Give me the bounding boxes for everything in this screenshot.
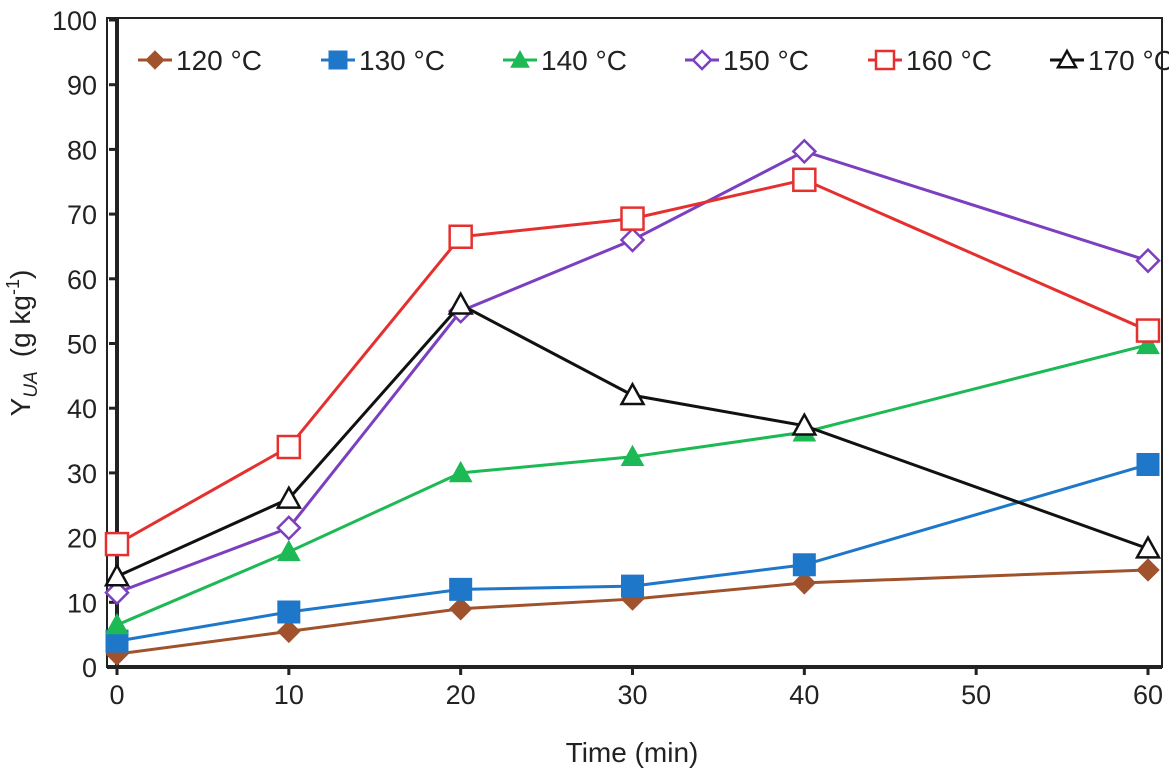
data-point-square-filled — [1136, 452, 1160, 476]
x-tick-label: 30 — [617, 680, 647, 710]
y-tick-label: 30 — [67, 459, 97, 489]
series-160 — [104, 167, 1161, 557]
legend-label: 160 °C — [906, 45, 992, 76]
data-point-diamond-filled — [792, 571, 817, 595]
y-tick-label: 0 — [82, 653, 97, 683]
plot-frame — [106, 17, 1163, 668]
x-tick-label: 10 — [274, 680, 304, 710]
y-label-main: Y — [5, 397, 36, 416]
data-point-triangle-open — [275, 485, 302, 509]
series-group — [103, 138, 1162, 666]
data-point-square-filled — [277, 600, 301, 624]
data-point-triangle-filled — [448, 460, 473, 483]
data-point-square-open — [104, 531, 130, 557]
x-tick-label: 60 — [1133, 680, 1163, 710]
data-point-triangle-filled — [276, 539, 301, 562]
y-tick-label: 20 — [67, 524, 97, 554]
series-140 — [105, 332, 1160, 635]
data-point-diamond-filled — [448, 597, 473, 621]
legend-item: 140 °C — [503, 45, 627, 76]
data-point-triangle-filled — [105, 612, 129, 635]
y-tick-label: 10 — [67, 588, 97, 618]
x-tick-label: 20 — [446, 680, 476, 710]
data-point-triangle-open — [1055, 48, 1079, 69]
data-point-diamond-open — [1135, 247, 1161, 274]
axes: 0 10 20 30 40 50 60 0 10 20 30 40 50 60 70 80 90 100 — [52, 6, 1163, 710]
legend-item: 170 °C — [1050, 45, 1169, 76]
series-line — [116, 568, 1149, 656]
x-tick-label: 0 — [109, 680, 124, 710]
series-line — [116, 343, 1149, 627]
data-point-diamond-open — [276, 515, 302, 541]
data-point-square-open — [276, 434, 302, 460]
y-tick-label: 100 — [52, 6, 97, 36]
data-point-diamond-filled — [277, 619, 301, 644]
data-point-square-filled — [621, 574, 644, 598]
legend-label: 150 °C — [723, 45, 809, 76]
data-point-square-filled — [328, 50, 348, 70]
data-point-triangle-filled — [510, 49, 530, 68]
data-point-square-open — [448, 224, 473, 249]
legend-item: 150 °C — [685, 45, 809, 76]
legend: 120 °C 130 °C 140 °C 150 °C 160 °C 170 °C — [138, 45, 1169, 76]
legend-label: 130 °C — [359, 45, 445, 76]
y-axis-label: YUA (g kg-1) — [3, 270, 42, 417]
data-point-diamond-open — [791, 138, 818, 165]
data-point-triangle-open — [791, 412, 818, 436]
data-point-diamond-open — [691, 49, 713, 71]
y-label-sub: UA — [21, 371, 42, 397]
y-tick-label: 90 — [67, 71, 97, 101]
y-label-close: ) — [5, 270, 36, 279]
y-tick-label: 40 — [67, 394, 97, 424]
y-label-sup: -1 — [3, 279, 23, 295]
data-point-square-filled — [449, 577, 473, 601]
series-line — [116, 302, 1149, 578]
series-line — [116, 149, 1149, 594]
legend-item: 130 °C — [321, 45, 445, 76]
data-point-triangle-filled — [620, 444, 645, 467]
data-point-triangle-filled — [1136, 332, 1160, 355]
legend-label: 120 °C — [176, 45, 262, 76]
x-tick-label: 40 — [789, 680, 819, 710]
data-point-triangle-open — [619, 381, 646, 406]
series-line — [116, 463, 1149, 643]
y-label-unit: (g kg — [5, 295, 36, 357]
y-tick-label: 80 — [67, 135, 97, 165]
legend-label: 170 °C — [1088, 45, 1169, 76]
series-170 — [103, 291, 1162, 587]
data-point-diamond-open — [619, 227, 646, 253]
y-tick-label: 50 — [67, 330, 97, 360]
legend-label: 140 °C — [541, 45, 627, 76]
data-point-diamond-filled — [1136, 558, 1160, 582]
data-point-square-open — [1135, 318, 1161, 343]
legend-item: 120 °C — [138, 45, 262, 76]
y-tick-label: 70 — [67, 200, 97, 230]
data-point-square-open — [792, 167, 817, 193]
data-point-square-open — [620, 206, 645, 231]
data-point-triangle-open — [103, 562, 131, 587]
data-point-triangle-open — [1134, 535, 1162, 559]
x-axis-label: Time (min) — [566, 737, 699, 768]
data-point-triangle-open — [447, 291, 474, 315]
data-point-diamond-open — [104, 579, 130, 606]
x-tick-label: 50 — [961, 680, 991, 710]
data-point-square-filled — [792, 553, 816, 577]
series-line — [116, 178, 1149, 546]
data-point-diamond-filled — [145, 50, 165, 70]
y-tick-label: 60 — [67, 265, 97, 295]
data-point-square-open — [874, 49, 896, 71]
legend-item: 160 °C — [868, 45, 992, 76]
series-130 — [105, 452, 1160, 653]
